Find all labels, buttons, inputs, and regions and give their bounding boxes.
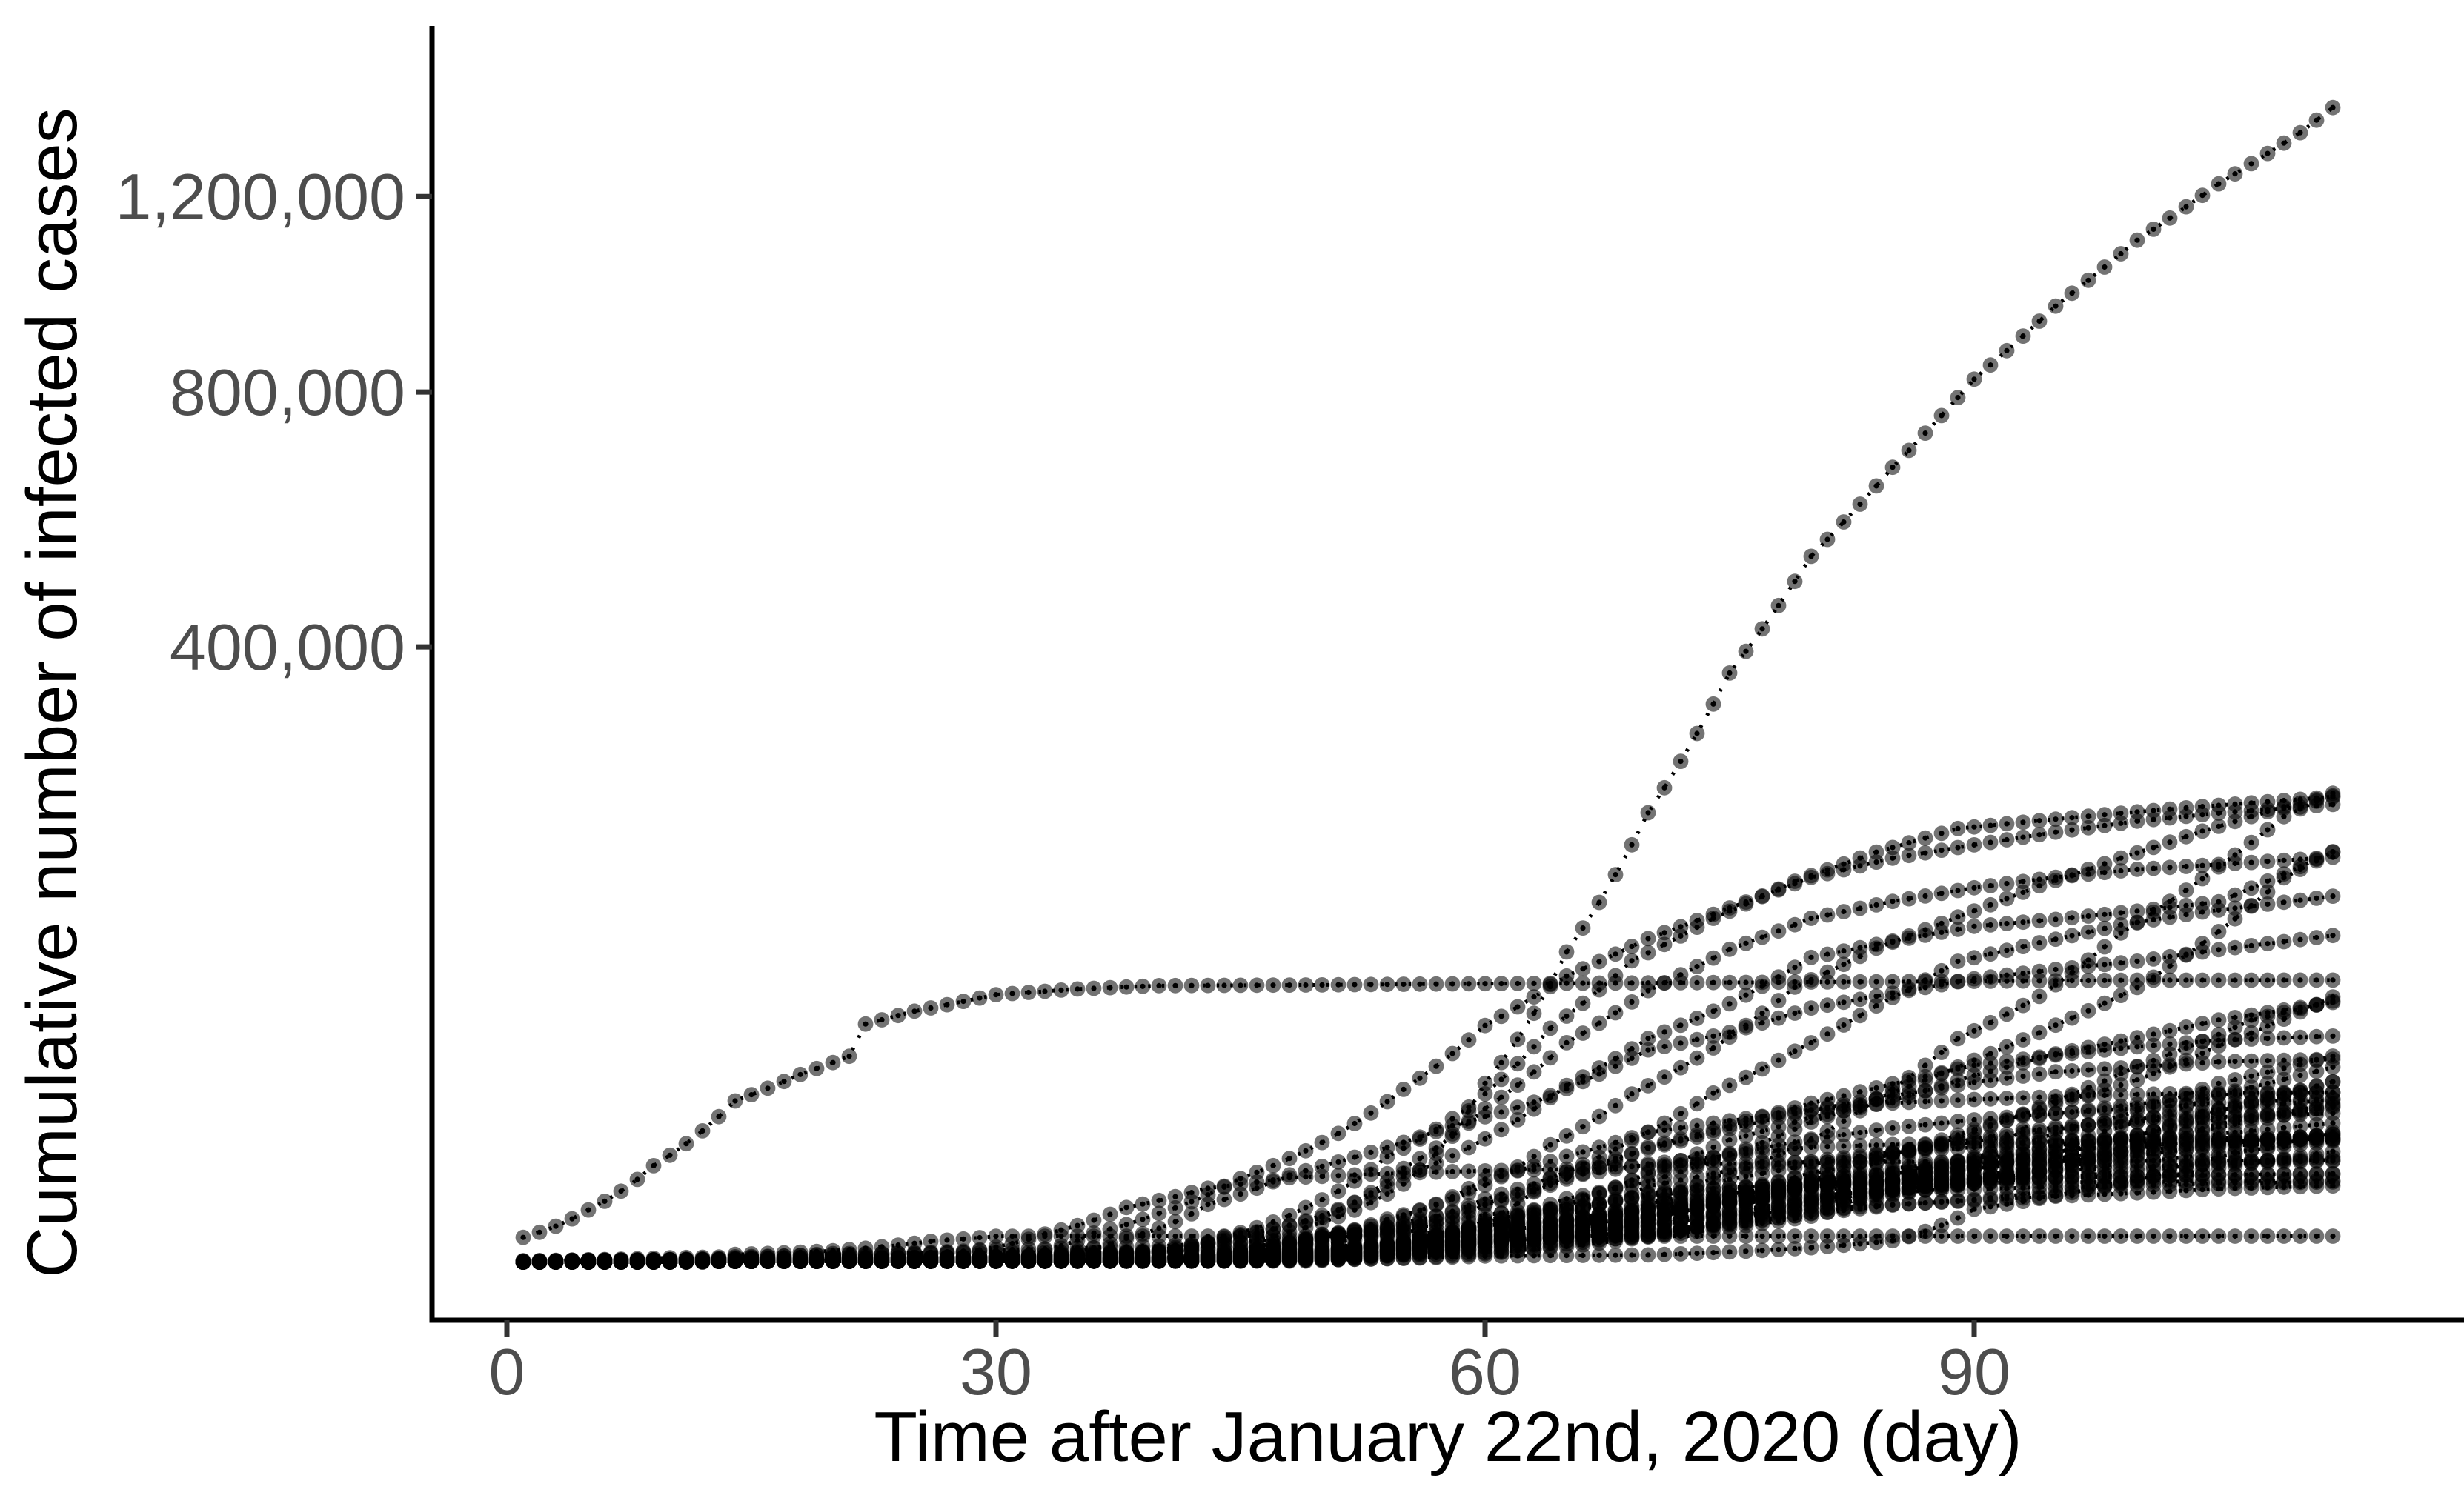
- series-center-dots: [520, 791, 2336, 1265]
- series-center-dots-layer: [520, 104, 2336, 1265]
- x-tick-label: 0: [489, 1335, 525, 1408]
- x-tick-label: 30: [960, 1335, 1032, 1408]
- series-center-dots: [520, 849, 2336, 1265]
- series-line: [523, 1184, 2334, 1264]
- x-tick-label: 60: [1449, 1335, 1521, 1408]
- series-center-dots: [520, 854, 2336, 1265]
- series-lines-layer: [522, 106, 2334, 1264]
- series-center-dots: [520, 1233, 2336, 1265]
- axes-layer: 400,000 800,000 1,200,000 0 30 60 90 Time aft…: [13, 26, 2464, 1477]
- y-axis-title: Cumulative number of infected cases: [13, 107, 92, 1277]
- series-points-layer: [515, 99, 2341, 1270]
- series-line: [523, 1234, 2333, 1264]
- y-tick-label: 800,000: [170, 356, 405, 429]
- series-center-dots: [520, 793, 2336, 1265]
- series-line: [522, 1136, 2334, 1263]
- series-center-dots: [520, 977, 2336, 1240]
- x-axis-title: Time after January 22nd, 2020 (day): [874, 1397, 2022, 1477]
- y-tick-label: 1,200,000: [116, 160, 406, 233]
- series-center-dots: [520, 848, 2336, 1265]
- series-center-dots: [520, 104, 2336, 1264]
- series-center-dots: [520, 933, 2336, 1265]
- y-axis-ticks: 400,000 800,000 1,200,000: [116, 160, 432, 684]
- y-tick-label: 400,000: [170, 610, 405, 684]
- series-center-dots: [520, 998, 2336, 1265]
- series-line: [522, 106, 2334, 1263]
- series-center-dots: [520, 1183, 2336, 1265]
- x-tick-label: 90: [1938, 1335, 2010, 1408]
- x-axis-ticks: 0 30 60 90: [489, 1320, 2010, 1408]
